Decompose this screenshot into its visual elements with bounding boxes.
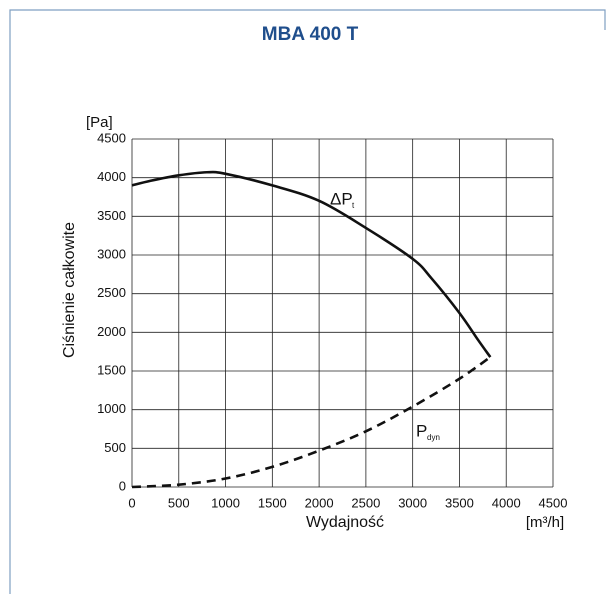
x-tick-label: 2000	[305, 495, 334, 510]
series-label-sub: dyn	[427, 433, 440, 442]
x-tick-label: 0	[128, 495, 135, 510]
x-tick-label: 2500	[351, 495, 380, 510]
x-tick-label: 4000	[492, 495, 521, 510]
x-tick-label: 1500	[258, 495, 287, 510]
y-tick-label: 4500	[97, 130, 126, 145]
y-tick-label: 1500	[97, 362, 126, 377]
x-axis-label: Wydajność	[306, 514, 384, 531]
y-unit: [Pa]	[86, 114, 113, 131]
series-label: ΔP	[330, 189, 353, 208]
chart-title: MBA 400 T	[262, 24, 359, 45]
series-label-sub: t	[352, 201, 355, 210]
y-tick-label: 2500	[97, 285, 126, 300]
y-axis-label: Ciśnienie całkowite	[61, 222, 78, 358]
y-tick-label: 0	[119, 478, 126, 493]
x-tick-label: 1000	[211, 495, 240, 510]
x-unit: [m³/h]	[526, 514, 564, 531]
x-tick-label: 500	[168, 495, 190, 510]
series-label: P	[416, 421, 427, 440]
x-tick-label: 3000	[398, 495, 427, 510]
y-tick-label: 4000	[97, 169, 126, 184]
y-tick-label: 1000	[97, 401, 126, 416]
x-tick-label: 4500	[539, 495, 568, 510]
y-tick-label: 3500	[97, 208, 126, 223]
y-tick-label: 500	[104, 440, 126, 455]
y-tick-label: 3000	[97, 246, 126, 261]
y-tick-label: 2000	[97, 324, 126, 339]
series-line	[131, 170, 492, 358]
x-tick-label: 3500	[445, 495, 474, 510]
frame	[9, 9, 606, 594]
series-line	[131, 356, 492, 489]
